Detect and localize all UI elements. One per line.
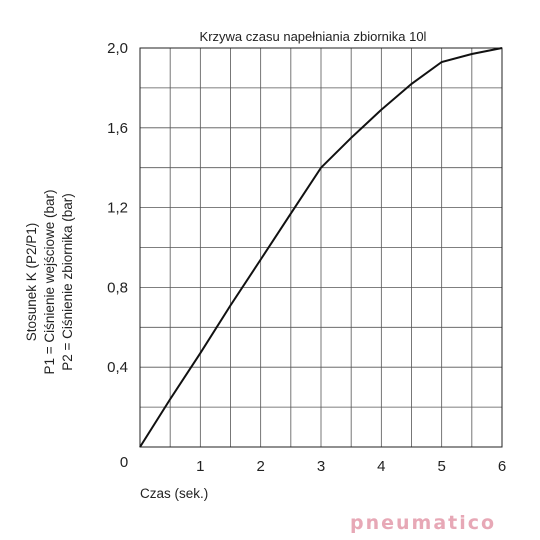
y-tick-label: 0,4 xyxy=(107,359,128,376)
y-tick-label: 2,0 xyxy=(107,40,128,57)
chart-title: Krzywa czasu napełniania zbiornika 10l xyxy=(200,29,427,44)
y-tick-label: 1,2 xyxy=(107,200,128,217)
x-tick-label: 1 xyxy=(196,458,204,475)
x-tick-label: 6 xyxy=(498,458,506,475)
x-tick-label: 4 xyxy=(377,458,385,475)
y-axis-label-line-1: Stosunek K (P2/P1) xyxy=(24,223,39,342)
plot-frame xyxy=(139,47,503,448)
x-tick-label: 2 xyxy=(256,458,264,475)
x-tick-label: 5 xyxy=(437,458,445,475)
y-tick-label: 0,8 xyxy=(107,279,128,296)
origin-label: 0 xyxy=(120,454,128,471)
tick-labels: 1 2 3 4 5 6 0,4 0,8 1,2 1,6 2,0 xyxy=(107,40,506,475)
brand-logo-text: pneumatico xyxy=(350,512,497,534)
x-tick-label: 3 xyxy=(317,458,325,475)
grid xyxy=(140,48,502,447)
brand-logo: pneumatico xyxy=(350,512,496,534)
y-axis-label-line-2: P1 = Ciśnienie wejściowe (bar) xyxy=(42,190,57,375)
y-axis-label-line-3: P2 = Ciśnienie zbiornika (bar) xyxy=(60,193,75,370)
x-axis-label: Czas (sek.) xyxy=(140,486,208,501)
y-tick-label: 1,6 xyxy=(107,120,128,137)
series-line xyxy=(139,47,503,448)
